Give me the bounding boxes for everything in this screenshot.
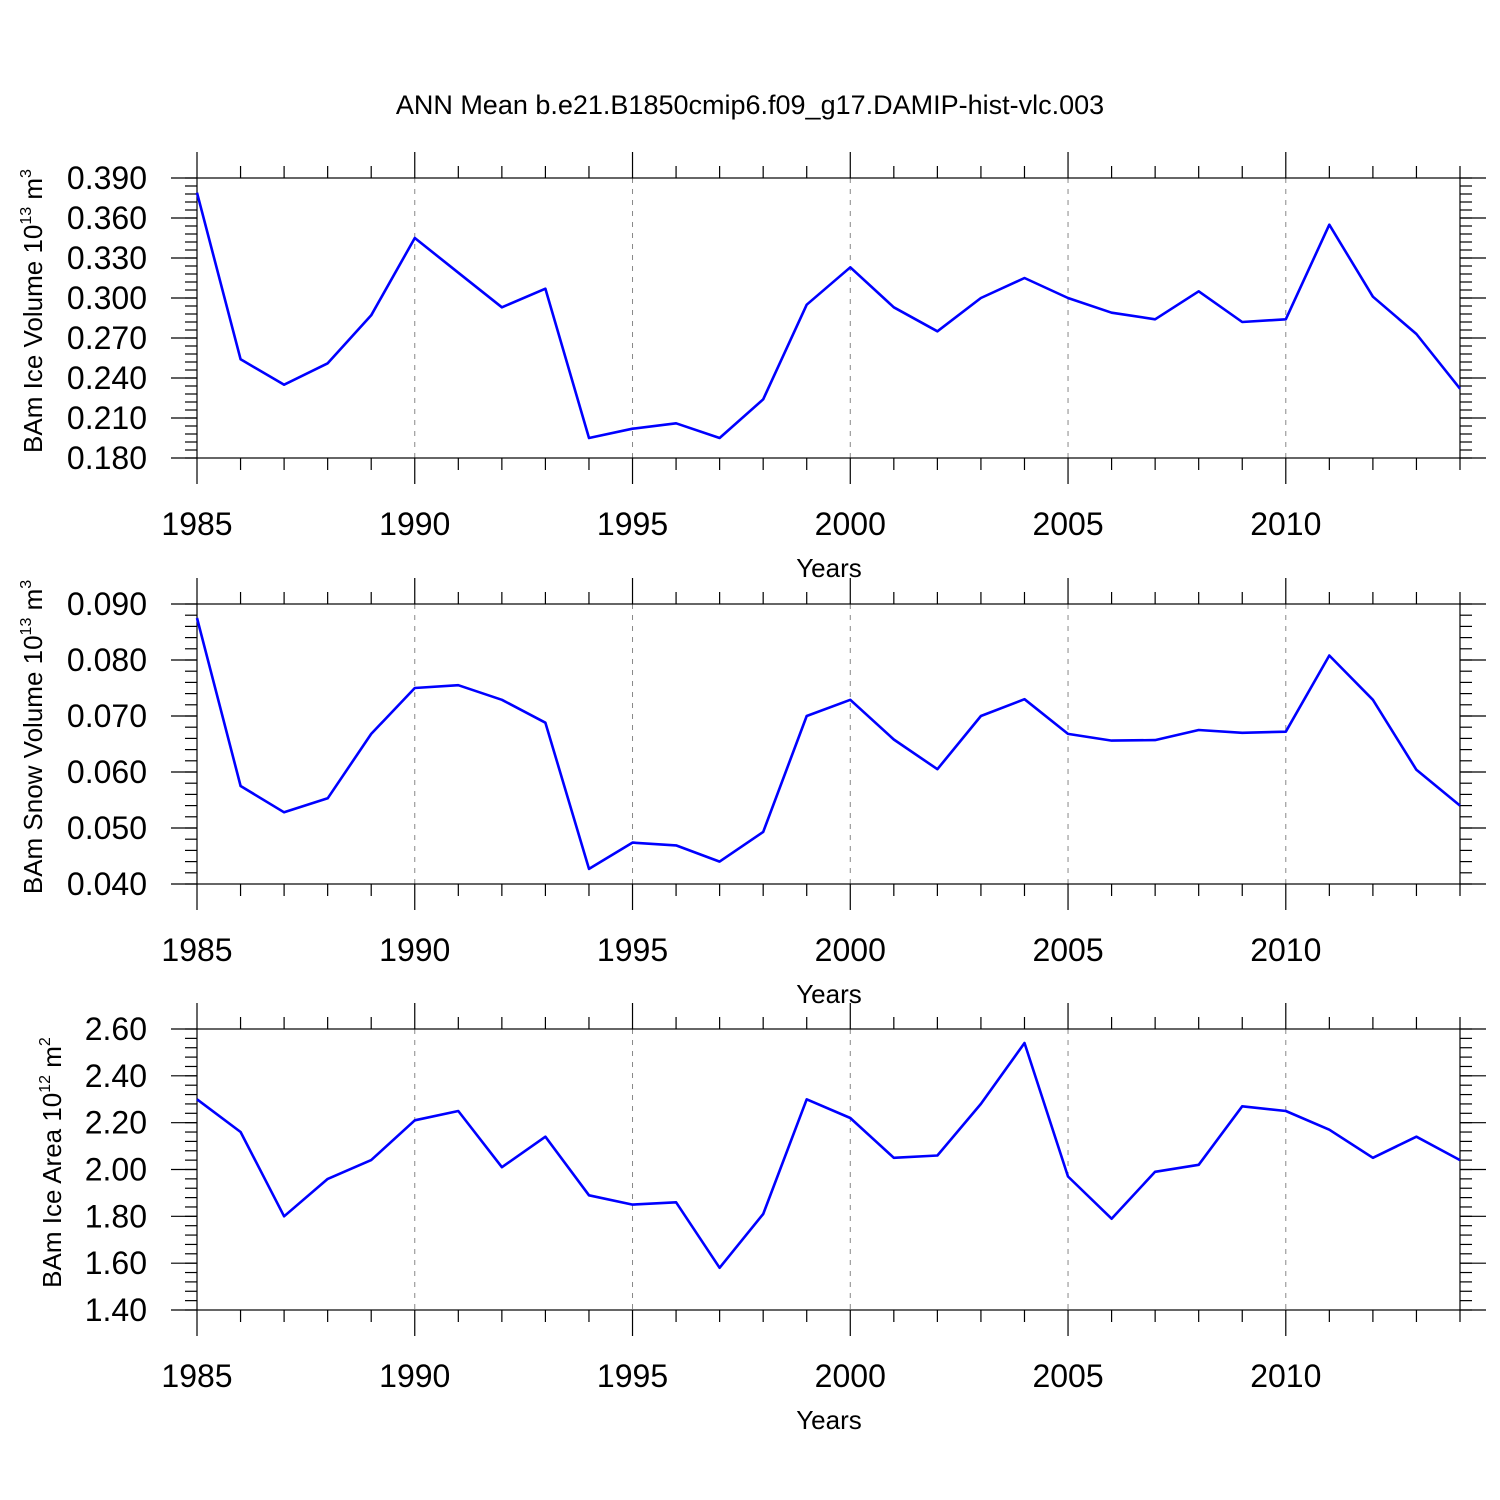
x-tick-label: 1990 — [379, 506, 450, 542]
panel-1: 1985 1990 1995 2000 2005 2010 Years 0.180 0.210 0… — [18, 152, 1486, 583]
y-axis-label: BAm Ice Volume 1013 m3 — [18, 169, 48, 453]
x-tick-label: 1985 — [161, 932, 232, 968]
y-axis-label-unit: m — [18, 589, 48, 618]
y-tick-label: 0.360 — [67, 200, 147, 236]
y-axis-label-unit-exponent: 3 — [18, 580, 35, 589]
y-tick-label: 2.00 — [85, 1152, 147, 1188]
y-tick-label: 2.20 — [85, 1105, 147, 1141]
y-tick-label: 0.390 — [67, 160, 147, 196]
x-tick-label: 1995 — [597, 1358, 668, 1394]
series-line — [195, 617, 1461, 871]
x-axis-label: Years — [796, 979, 862, 1009]
y-tick-label: 1.80 — [85, 1198, 147, 1234]
panels: 1985 1990 1995 2000 2005 2010 Years 0.180 0.210 0… — [18, 152, 1486, 1435]
x-tick-label: 1990 — [379, 932, 450, 968]
y-axis-label-main: BAm Ice Volume 10 — [18, 225, 48, 453]
series-line — [196, 1041, 1461, 1270]
x-axis-label: Years — [796, 1405, 862, 1435]
x-tick-label: 2000 — [815, 506, 886, 542]
y-axis-label-exponent: 13 — [18, 618, 35, 636]
y-tick-label: 0.270 — [67, 320, 147, 356]
x-tick-label: 2000 — [815, 1358, 886, 1394]
y-tick-label: 1.60 — [85, 1245, 147, 1281]
series-line — [195, 192, 1462, 440]
plot-frame — [196, 1028, 1461, 1311]
x-tick-label: 2005 — [1032, 932, 1103, 968]
y-tick-label: 2.40 — [85, 1058, 147, 1094]
y-axis-label-unit: m — [18, 178, 48, 207]
y-axis-label-main: BAm Snow Volume 10 — [18, 635, 48, 894]
panel-2: 1985 1990 1995 2000 2005 2010 Years 0.040 0.050 0… — [18, 578, 1486, 1009]
y-tick-label: 0.040 — [67, 866, 147, 902]
y-axis-label-main: BAm Ice Area 10 — [37, 1093, 67, 1288]
y-tick-label: 0.300 — [67, 280, 147, 316]
y-tick-label: 1.40 — [85, 1292, 147, 1328]
y-tick-label: 0.240 — [67, 360, 147, 396]
y-tick-label: 0.070 — [67, 698, 147, 734]
y-tick-label: 0.210 — [67, 400, 147, 436]
x-tick-label: 1995 — [597, 506, 668, 542]
chart-title: ANN Mean b.e21.B1850cmip6.f09_g17.DAMIP-… — [396, 90, 1104, 120]
y-tick-label: 0.090 — [67, 586, 147, 622]
y-tick-label: 0.050 — [67, 810, 147, 846]
y-axis-label-unit-exponent: 3 — [18, 169, 35, 178]
y-axis-label-exponent: 12 — [37, 1075, 54, 1093]
x-tick-label: 1995 — [597, 932, 668, 968]
x-tick-label: 2010 — [1250, 932, 1321, 968]
x-tick-label: 2010 — [1250, 506, 1321, 542]
plot-frame — [196, 603, 1461, 885]
plot-frame — [196, 177, 1461, 459]
y-tick-label: 2.60 — [85, 1011, 147, 1047]
x-tick-label: 2005 — [1032, 1358, 1103, 1394]
y-tick-label: 0.330 — [67, 240, 147, 276]
y-axis-label-unit-exponent: 2 — [37, 1037, 54, 1046]
x-tick-label: 1985 — [161, 1358, 232, 1394]
y-tick-label: 0.080 — [67, 642, 147, 678]
y-axis-label: BAm Snow Volume 1013 m3 — [18, 580, 48, 894]
y-axis-label-unit: m — [37, 1046, 67, 1075]
y-tick-label: 0.060 — [67, 754, 147, 790]
x-tick-label: 2000 — [815, 932, 886, 968]
x-tick-label: 2010 — [1250, 1358, 1321, 1394]
y-tick-label: 0.180 — [67, 440, 147, 476]
y-axis-label: BAm Ice Area 1012 m2 — [37, 1037, 67, 1288]
x-tick-label: 1990 — [379, 1358, 450, 1394]
x-tick-label: 2005 — [1032, 506, 1103, 542]
y-axis-label-exponent: 13 — [18, 207, 35, 225]
x-tick-label: 1985 — [161, 506, 232, 542]
panel-3: 1985 1990 1995 2000 2005 2010 Years 1.40 1.60 1.8… — [37, 1003, 1486, 1435]
x-axis-label: Years — [796, 553, 862, 583]
